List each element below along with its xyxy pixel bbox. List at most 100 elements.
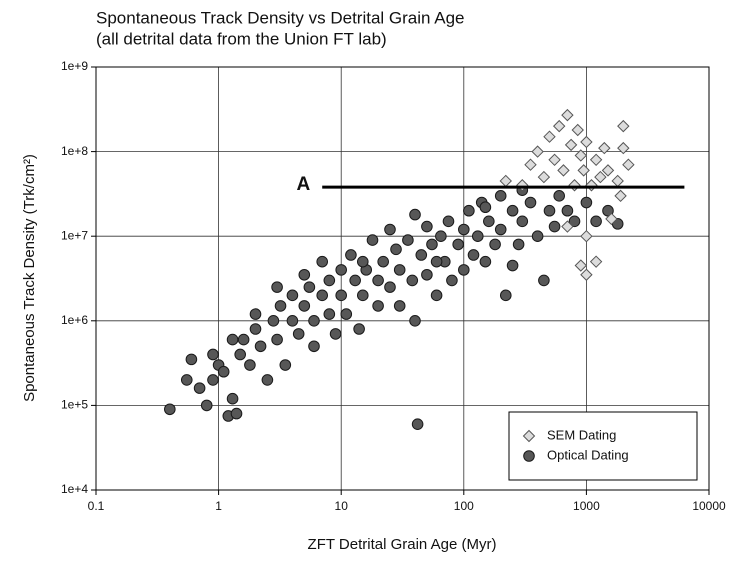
point xyxy=(249,308,262,320)
point xyxy=(393,264,406,276)
point xyxy=(506,204,519,217)
x-tick-label: 1000 xyxy=(573,499,600,513)
point xyxy=(611,174,624,188)
point xyxy=(406,274,419,287)
point xyxy=(543,204,556,217)
legend-label: SEM Dating xyxy=(547,427,616,442)
point xyxy=(458,223,470,236)
point xyxy=(538,274,550,287)
x-tick-label: 0.1 xyxy=(88,499,105,513)
point xyxy=(574,259,587,272)
point xyxy=(271,281,283,293)
y-tick-label: 1e+4 xyxy=(61,482,88,496)
point xyxy=(442,215,455,228)
chart-subtitle: (all detrital data from the Union FT lab… xyxy=(96,29,387,48)
point xyxy=(226,333,239,346)
point xyxy=(316,255,329,268)
point xyxy=(308,340,320,353)
point xyxy=(594,170,607,184)
point xyxy=(516,215,529,228)
point xyxy=(499,174,512,188)
y-tick-label: 1e+8 xyxy=(61,144,88,158)
point xyxy=(605,212,618,226)
point xyxy=(446,274,458,287)
point xyxy=(421,268,433,281)
point xyxy=(393,300,406,312)
x-tick-label: 1 xyxy=(215,499,222,513)
point xyxy=(494,190,507,202)
point xyxy=(409,315,421,327)
point xyxy=(384,223,396,236)
y-tick-label: 1e+7 xyxy=(61,228,88,242)
point xyxy=(557,164,570,177)
point xyxy=(614,189,627,203)
point xyxy=(353,323,365,335)
point xyxy=(548,220,561,233)
point xyxy=(279,359,292,371)
point xyxy=(531,145,544,158)
point xyxy=(580,135,593,149)
point xyxy=(580,229,593,243)
point xyxy=(561,220,574,233)
point xyxy=(340,308,353,320)
point xyxy=(499,289,512,302)
annotation-label: A xyxy=(296,174,310,195)
y-tick-label: 1e+5 xyxy=(61,398,88,412)
point xyxy=(421,220,433,233)
point xyxy=(271,333,283,346)
point xyxy=(356,289,369,302)
point xyxy=(185,353,198,366)
point xyxy=(335,264,348,276)
point xyxy=(602,204,614,217)
legend-marker xyxy=(523,450,535,462)
point xyxy=(574,149,587,162)
point xyxy=(207,348,219,361)
legend-box xyxy=(508,411,698,481)
point xyxy=(590,215,602,228)
point xyxy=(483,215,495,228)
point xyxy=(384,281,396,293)
point xyxy=(577,164,590,177)
point xyxy=(415,249,428,261)
point xyxy=(531,230,544,242)
point xyxy=(568,215,581,228)
point xyxy=(580,196,593,209)
point xyxy=(303,281,316,293)
point xyxy=(430,289,443,302)
point xyxy=(494,223,507,236)
point xyxy=(479,255,492,268)
point xyxy=(356,255,369,268)
point xyxy=(366,234,379,246)
point xyxy=(458,264,470,276)
point xyxy=(164,403,176,416)
point xyxy=(286,315,299,327)
point xyxy=(193,382,206,394)
point xyxy=(349,274,361,287)
point xyxy=(226,392,239,405)
point xyxy=(254,340,267,353)
y-tick-label: 1e+9 xyxy=(61,59,88,73)
point xyxy=(568,179,581,192)
point xyxy=(479,201,492,214)
point xyxy=(411,418,424,430)
point xyxy=(267,315,280,327)
x-tick-label: 10 xyxy=(335,499,349,513)
point xyxy=(512,238,525,251)
y-tick-label: 1e+6 xyxy=(61,313,88,327)
point xyxy=(463,204,475,217)
point xyxy=(372,274,384,287)
point xyxy=(286,289,299,302)
point xyxy=(561,108,574,122)
point xyxy=(298,268,311,281)
point xyxy=(561,204,574,217)
point xyxy=(207,374,219,386)
point xyxy=(537,170,551,184)
point xyxy=(308,315,320,327)
x-tick-label: 100 xyxy=(454,499,474,513)
point xyxy=(617,141,630,155)
point xyxy=(230,407,243,420)
point xyxy=(323,274,336,287)
point xyxy=(249,323,262,335)
point xyxy=(617,119,630,133)
point xyxy=(274,300,287,312)
